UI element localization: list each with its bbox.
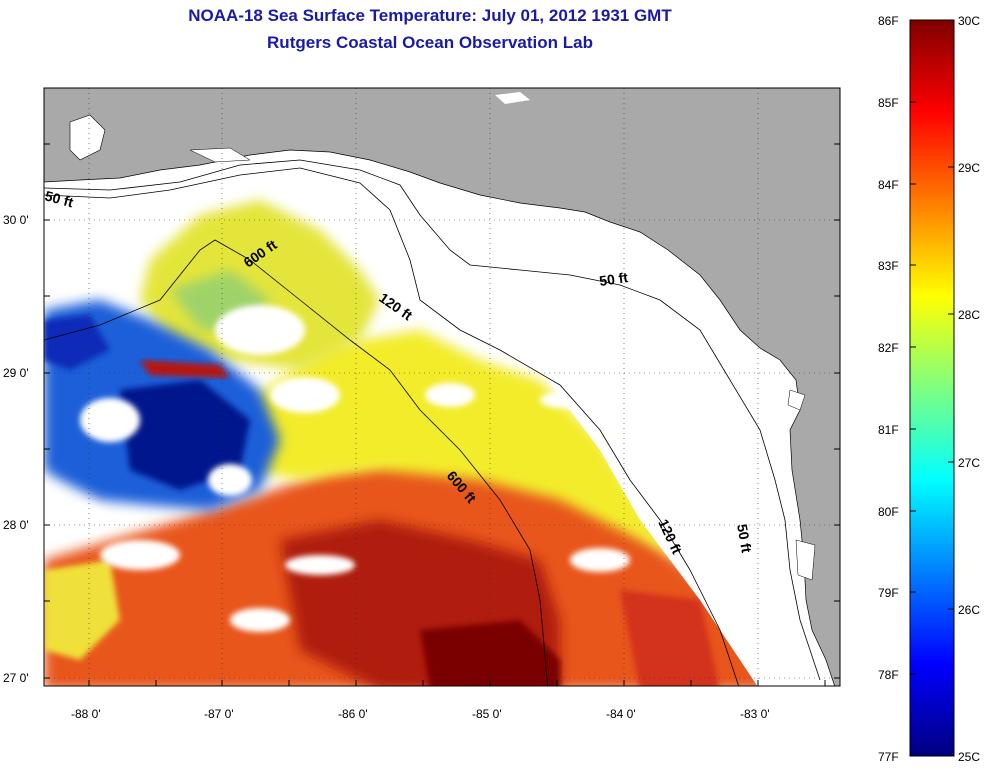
colorbar-label-29c: 29C: [958, 161, 980, 175]
depth-contours: [44, 159, 821, 686]
land-mass: [44, 88, 840, 686]
map-content: [44, 88, 840, 686]
colorbar-label-82f: 82F: [878, 341, 899, 355]
colorbar-label-27c: 27C: [958, 456, 980, 470]
colorbar-label-77f: 77F: [878, 750, 899, 764]
map-border: [43, 87, 841, 687]
colorbar-label-84f: 84F: [878, 178, 899, 192]
colorbar-label-79f: 79F: [878, 586, 899, 600]
lat-label-29: 29 0': [3, 366, 29, 380]
colorbar-label-85f: 85F: [878, 96, 899, 110]
sst-field: [44, 118, 840, 686]
contour-label-50ft-west: 50 ft: [43, 187, 75, 210]
lon-label-88: -88 0': [71, 707, 101, 721]
contour-50ft: [44, 159, 821, 681]
lat-label-30: 30 0': [3, 213, 29, 227]
map-title: NOAA-18 Sea Surface Temperature: July 01…: [188, 6, 672, 25]
lon-label-83: -83 0': [740, 707, 770, 721]
colorbar-label-25c: 25C: [958, 750, 980, 764]
colorbar-label-81f: 81F: [878, 423, 899, 437]
lon-label-84: -84 0': [606, 707, 636, 721]
contour-label-50ft-south: 50 ft: [734, 523, 755, 554]
contour-600ft: [44, 239, 549, 686]
colorbar-label-78f: 78F: [878, 668, 899, 682]
colorbar-label-28c: 28C: [958, 308, 980, 322]
colorbar-label-86f: 86F: [878, 14, 899, 28]
lat-label-28: 28 0': [3, 518, 29, 532]
lon-label-85: -85 0': [472, 707, 502, 721]
lon-label-86: -86 0': [338, 707, 368, 721]
colorbar-label-83f: 83F: [878, 259, 899, 273]
colorbar-label-80f: 80F: [878, 505, 899, 519]
colorbar-label-26c: 26C: [958, 603, 980, 617]
contour-label-50ft-north: 50 ft: [598, 269, 629, 289]
lon-label-87: -87 0': [204, 707, 234, 721]
colorbar-label-30c: 30C: [958, 14, 980, 28]
colorbar-ticks: [910, 101, 954, 675]
contour-120ft: [44, 167, 740, 686]
axis-ticks: [44, 143, 840, 686]
map-subtitle: Rutgers Coastal Ocean Observation Lab: [267, 33, 593, 52]
colorbar: [909, 19, 955, 757]
lat-label-27: 27 0': [3, 671, 29, 685]
